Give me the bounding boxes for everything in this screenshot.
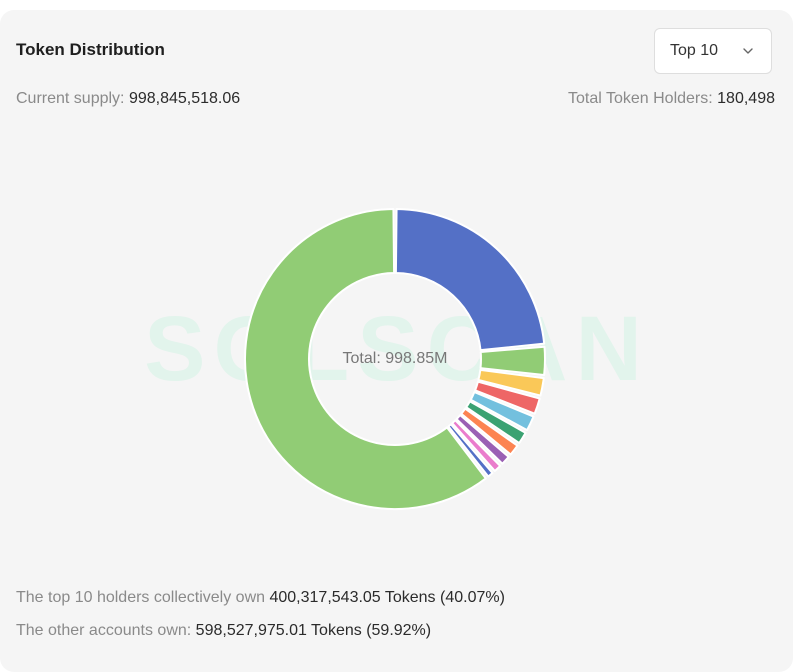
other-accounts-prefix: The other accounts own: xyxy=(16,622,192,639)
donut-slice-4[interactable] xyxy=(474,380,541,415)
total-holders-label: Total Token Holders: xyxy=(568,90,713,107)
donut-slice-2[interactable] xyxy=(479,345,546,376)
other-accounts-value: 598,527,975.01 Tokens (59.92%) xyxy=(195,622,432,639)
donut-slice-5[interactable] xyxy=(469,391,535,432)
top-holders-summary: The top 10 holders collectively own 400,… xyxy=(16,589,505,607)
donut-slice-6[interactable] xyxy=(465,400,527,445)
donut-slice-3[interactable] xyxy=(477,368,545,397)
top-holders-dropdown[interactable]: Top 10 xyxy=(654,28,772,74)
current-supply-label: Current supply: xyxy=(16,90,125,107)
current-supply: Current supply: 998,845,518.06 xyxy=(16,90,240,108)
total-holders-value: 180,498 xyxy=(717,90,775,107)
donut-slice-9[interactable] xyxy=(451,419,502,472)
other-accounts-summary: The other accounts own: 598,527,975.01 T… xyxy=(16,622,431,640)
donut-slice-7[interactable] xyxy=(460,407,519,456)
total-token-holders: Total Token Holders: 180,498 xyxy=(568,90,775,108)
donut-slice-11[interactable] xyxy=(244,208,487,510)
top-holders-value: 400,317,543.05 Tokens (40.07%) xyxy=(269,589,505,606)
dropdown-selected-value: Top 10 xyxy=(670,42,719,59)
top-holders-prefix: The top 10 holders collectively own xyxy=(16,589,266,606)
token-distribution-card: Token Distribution Top 10 xyxy=(0,10,793,672)
donut-slice-10[interactable] xyxy=(447,423,494,478)
card-title: Token Distribution xyxy=(16,40,165,59)
donut-slice-1[interactable] xyxy=(394,208,546,352)
chevron-down-icon xyxy=(743,48,753,54)
current-supply-value: 998,845,518.06 xyxy=(128,90,241,107)
donut-slice-8[interactable] xyxy=(455,414,510,465)
